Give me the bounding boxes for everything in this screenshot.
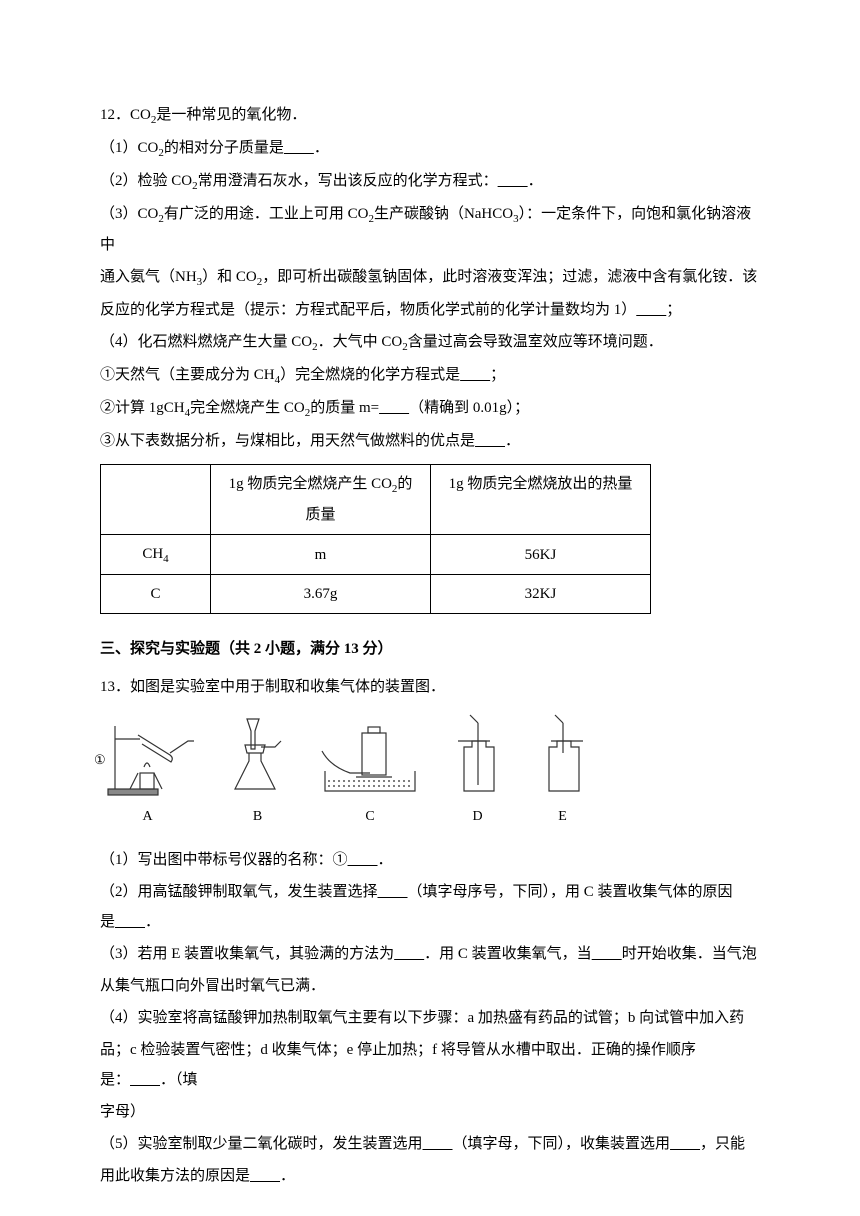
apparatus-b-svg <box>225 711 290 801</box>
q12-p4-1: ①天然气（主要成分为 CH4）完全燃烧的化学方程式是 ； <box>100 360 760 391</box>
apparatus-figures: ① A <box>100 716 760 831</box>
th-co2: 1g 物质完全燃烧产生 CO2的 质量 <box>211 465 431 535</box>
q13-p4b: 品；c 检验装置气密性；d 收集气体；e 停止加热；f 将导管从水槽中取出．正确… <box>100 1035 760 1095</box>
table-header-row: 1g 物质完全燃烧产生 CO2的 质量 1g 物质完全燃烧放出的热量 <box>101 465 651 535</box>
apparatus-e-svg <box>535 711 590 801</box>
th-empty <box>101 465 211 535</box>
section-3-title: 三、探究与实验题（共 2 小题，满分 13 分） <box>100 634 760 664</box>
q12-p3a: （3）CO2有广泛的用途．工业上可用 CO2生产碳酸钠（NaHCO3）：一定条件… <box>100 199 760 260</box>
apparatus-b: B <box>225 711 290 831</box>
apparatus-c: C <box>320 711 420 831</box>
table-row: C 3.67g 32KJ <box>101 575 651 614</box>
apparatus-d-svg <box>450 711 505 801</box>
apparatus-e: E <box>535 711 590 831</box>
label-d: D <box>450 803 505 831</box>
q12-num: 12． <box>100 107 130 123</box>
th-co2-l1: 1g 物质完全燃烧产生 CO2的 <box>219 469 422 500</box>
label-c: C <box>320 803 420 831</box>
q13-intro: 13．如图是实验室中用于制取和收集气体的装置图． <box>100 672 760 702</box>
q13-p4a: （4）实验室将高锰酸钾加热制取氧气主要有以下步骤：a 加热盛有药品的试管；b 向… <box>100 1003 760 1033</box>
label-1-icon: ① <box>94 747 106 773</box>
apparatus-a: ① A <box>100 711 195 831</box>
q13-num: 13． <box>100 679 130 695</box>
q12-p3c: 反应的化学方程式是（提示：方程式配平后，物质化学式前的化学计量数均为 1） ； <box>100 295 760 325</box>
apparatus-d: D <box>450 711 505 831</box>
q12-p1: （1）CO2的相对分子质量是 ． <box>100 133 760 164</box>
cell-m: m <box>211 535 431 575</box>
q13-p4c: 字母） <box>100 1097 760 1127</box>
cell-56: 56KJ <box>431 535 651 575</box>
label-b: B <box>225 803 290 831</box>
apparatus-c-svg <box>320 711 420 801</box>
q13-p3a: （3）若用 E 装置收集氧气，其验满的方法为 ．用 C 装置收集氧气，当 时开始… <box>100 939 760 969</box>
apparatus-a-svg <box>100 711 195 801</box>
q12-p4-2: ②计算 1gCH4完全燃烧产生 CO2的质量 m= （精确到 0.01g）； <box>100 393 760 424</box>
label-a: A <box>100 803 195 831</box>
q12-intro: 12．CO2是一种常见的氧化物． <box>100 100 760 131</box>
table-row: CH4 m 56KJ <box>101 535 651 575</box>
q13-p5b: 用此收集方法的原因是 ． <box>100 1161 760 1191</box>
q12-p4: （4）化石燃料燃烧产生大量 CO2．大气中 CO2含量过高会导致温室效应等环境问… <box>100 327 760 358</box>
cell-ch4: CH4 <box>101 535 211 575</box>
th-heat: 1g 物质完全燃烧放出的热量 <box>431 465 651 535</box>
q13-p5a: （5）实验室制取少量二氧化碳时，发生装置选用 （填字母，下同），收集装置选用 ，… <box>100 1129 760 1159</box>
q12-p2: （2）检验 CO2常用澄清石灰水，写出该反应的化学方程式： ． <box>100 166 760 197</box>
cell-32: 32KJ <box>431 575 651 614</box>
label-e: E <box>535 803 590 831</box>
q13-intro-text: 如图是实验室中用于制取和收集气体的装置图． <box>130 679 445 695</box>
cell-c: C <box>101 575 211 614</box>
th-co2-l2: 质量 <box>219 500 422 530</box>
cell-367: 3.67g <box>211 575 431 614</box>
q12-intro-text: CO2是一种常见的氧化物． <box>130 107 306 123</box>
q13-p2: （2）用高锰酸钾制取氧气，发生装置选择 （填字母序号，下同），用 C 装置收集气… <box>100 877 760 937</box>
q12-p3b: 通入氨气（NH3）和 CO2，即可析出碳酸氢钠固体，此时溶液变浑浊；过滤，滤液中… <box>100 262 760 293</box>
q12-p4-3: ③从下表数据分析，与煤相比，用天然气做燃料的优点是 ． <box>100 426 760 456</box>
q13-p1: （1）写出图中带标号仪器的名称：① ． <box>100 845 760 875</box>
data-table: 1g 物质完全燃烧产生 CO2的 质量 1g 物质完全燃烧放出的热量 CH4 m… <box>100 464 651 614</box>
q13-p3b: 从集气瓶口向外冒出时氧气已满． <box>100 971 760 1001</box>
